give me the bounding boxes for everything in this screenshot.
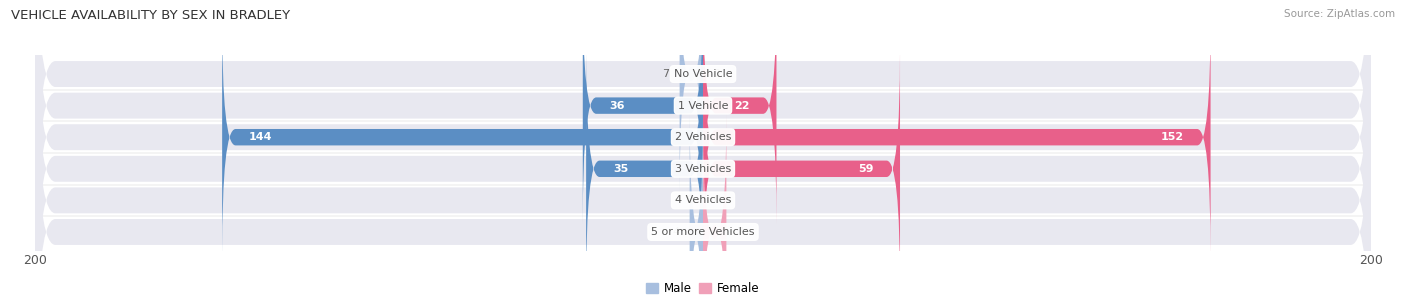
Text: 3 Vehicles: 3 Vehicles (675, 164, 731, 174)
FancyBboxPatch shape (35, 0, 1371, 306)
FancyBboxPatch shape (582, 0, 703, 224)
FancyBboxPatch shape (35, 0, 1371, 282)
Text: 0: 0 (686, 195, 693, 205)
Text: 152: 152 (1161, 132, 1184, 142)
FancyBboxPatch shape (35, 24, 1371, 306)
Text: VEHICLE AVAILABILITY BY SEX IN BRADLEY: VEHICLE AVAILABILITY BY SEX IN BRADLEY (11, 9, 291, 22)
Legend: Male, Female: Male, Female (641, 278, 765, 300)
Text: 35: 35 (613, 164, 628, 174)
Text: 4: 4 (672, 227, 679, 237)
Text: 2 Vehicles: 2 Vehicles (675, 132, 731, 142)
Text: 22: 22 (734, 101, 749, 111)
Text: 0: 0 (713, 69, 720, 79)
FancyBboxPatch shape (679, 0, 703, 192)
FancyBboxPatch shape (703, 19, 1211, 255)
Text: No Vehicle: No Vehicle (673, 69, 733, 79)
FancyBboxPatch shape (689, 114, 703, 306)
FancyBboxPatch shape (586, 51, 703, 287)
FancyBboxPatch shape (703, 114, 727, 306)
FancyBboxPatch shape (35, 0, 1371, 251)
FancyBboxPatch shape (35, 55, 1371, 306)
FancyBboxPatch shape (703, 0, 776, 224)
FancyBboxPatch shape (703, 51, 900, 287)
Text: 1 Vehicle: 1 Vehicle (678, 101, 728, 111)
FancyBboxPatch shape (222, 19, 703, 255)
Text: 36: 36 (609, 101, 626, 111)
Text: Source: ZipAtlas.com: Source: ZipAtlas.com (1284, 9, 1395, 19)
Text: 5 or more Vehicles: 5 or more Vehicles (651, 227, 755, 237)
FancyBboxPatch shape (35, 0, 1371, 306)
Text: 7: 7 (662, 69, 669, 79)
Text: 4 Vehicles: 4 Vehicles (675, 195, 731, 205)
Text: 7: 7 (737, 227, 744, 237)
Text: 0: 0 (713, 195, 720, 205)
Text: 144: 144 (249, 132, 273, 142)
Text: 59: 59 (858, 164, 873, 174)
